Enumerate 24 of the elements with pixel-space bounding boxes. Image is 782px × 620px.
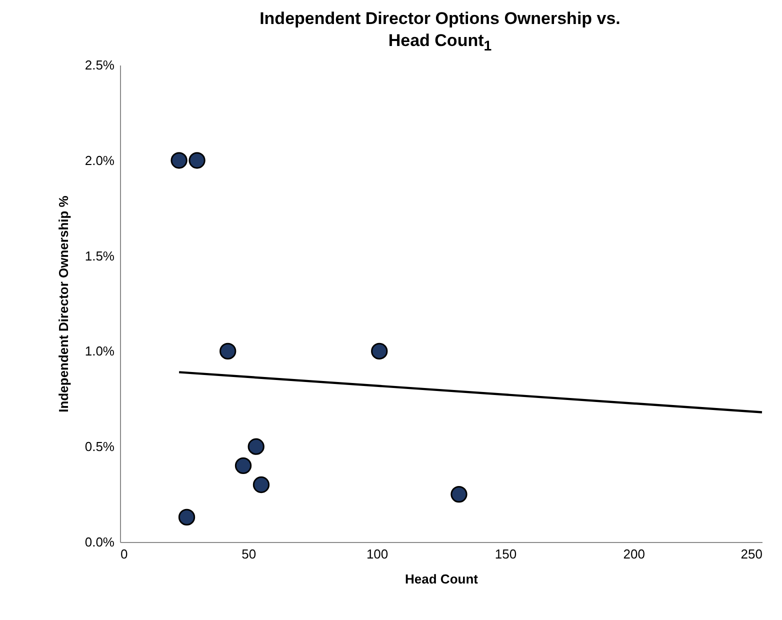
point (252, 476, 270, 494)
point (220, 342, 236, 360)
y-tick-label: 0.0% (84, 534, 115, 550)
x-tick-label: 50 (242, 546, 256, 562)
y-tick-label: 1.5% (84, 248, 115, 264)
point (170, 152, 188, 169)
y-tick-label: 2.0% (84, 152, 115, 168)
y-tick-label: 1.0% (84, 344, 115, 359)
point (234, 457, 252, 474)
x-tick-label: 250 (740, 546, 762, 562)
x-tick-label: 150 (494, 546, 517, 562)
point (371, 342, 388, 360)
x-tick-label: 100 (366, 546, 388, 562)
point (188, 152, 206, 169)
y-tick-label: 0.5% (84, 439, 115, 454)
point (248, 438, 264, 455)
y-tick-label: 2.5% (84, 58, 115, 72)
y-axis-title: Independent Director Ownership % (56, 195, 71, 412)
x-tick-label: 0 (120, 546, 128, 562)
chart-title: Independent Director Options Ownership vs. Head Count$_{1}$ (258, 8, 622, 56)
point (178, 508, 196, 526)
x-axis-title: Head Count (405, 572, 479, 586)
x-tick-label: 200 (623, 546, 645, 562)
point (450, 486, 468, 503)
